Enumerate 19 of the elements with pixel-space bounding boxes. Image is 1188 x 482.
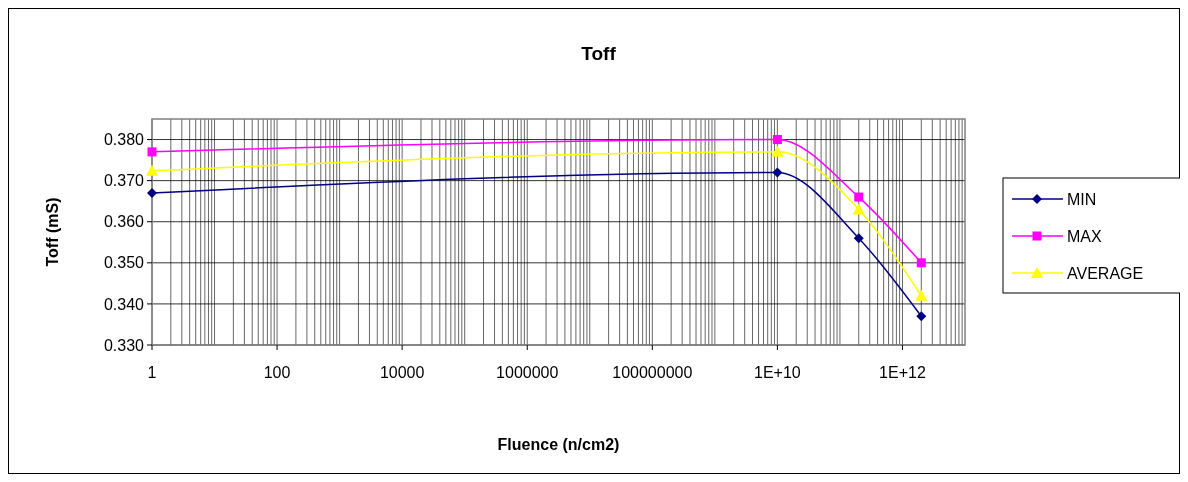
x-tick-label: 100000000 xyxy=(612,364,693,381)
x-tick-label: 10000 xyxy=(379,364,425,381)
chart-title: Toff xyxy=(581,43,617,64)
y-tick-label: 0.380 xyxy=(103,131,145,149)
x-tick-label: 1E+10 xyxy=(754,364,801,381)
x-tick-label: 1E+12 xyxy=(879,364,926,381)
x-axis-title: Fluence (n/cm2) xyxy=(497,436,620,453)
legend-label: MAX xyxy=(1067,227,1102,245)
y-axis-title: Toff (mS) xyxy=(44,197,61,267)
x-tick-label: 1000000 xyxy=(496,364,559,381)
y-tick-label: 0.360 xyxy=(103,213,145,231)
y-tick-label: 0.350 xyxy=(103,254,145,272)
y-tick-label: 0.370 xyxy=(103,172,145,190)
x-tick-label: 100 xyxy=(263,364,291,381)
legend-label: AVERAGE xyxy=(1067,264,1144,282)
y-tick-label: 0.340 xyxy=(103,295,145,313)
x-tick-label: 1 xyxy=(147,364,157,381)
legend-label: MIN xyxy=(1067,190,1097,208)
y-tick-label: 0.330 xyxy=(103,336,145,354)
